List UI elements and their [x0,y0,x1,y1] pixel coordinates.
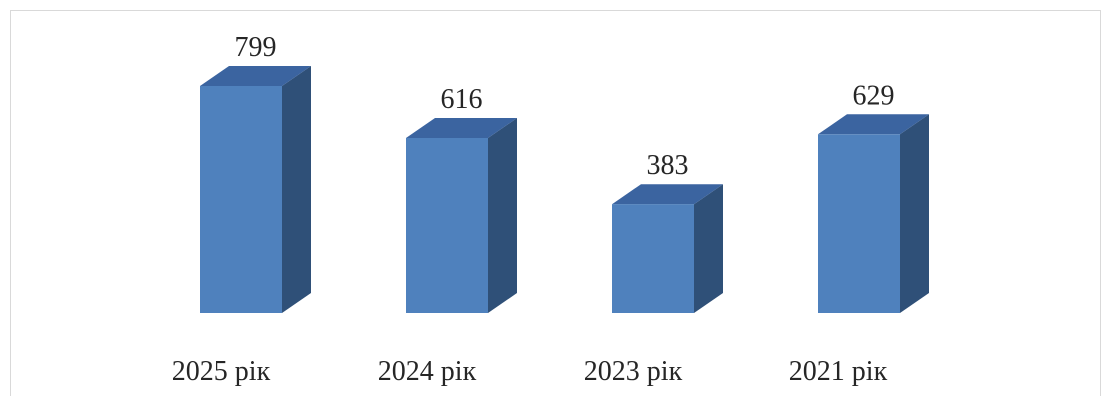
bar-top-face [200,66,311,86]
category-label: 2023 рік [584,356,683,387]
chart-frame-right-border [1100,10,1101,396]
bar-side-face [488,117,517,313]
bar [406,137,488,313]
bar-data-label: 799 [235,32,277,63]
bar-top-face [406,117,517,138]
category-label: 2024 рік [378,356,477,387]
category-label: 2021 рік [789,356,888,387]
bar-data-label: 383 [647,150,689,181]
bar-data-label: 616 [441,84,483,115]
chart-frame-left-border [10,10,11,396]
bar-data-label: 629 [853,80,895,111]
bar-top-face [612,184,723,205]
bar [200,86,282,313]
bar-top-face [818,114,929,135]
bar-side-face [900,114,929,313]
bar-side-face [282,66,311,313]
bar-side-face [694,184,723,313]
bar [612,204,694,313]
bar [818,134,900,313]
category-label: 2025 рік [172,356,271,387]
chart-frame-top-border [10,10,1100,11]
